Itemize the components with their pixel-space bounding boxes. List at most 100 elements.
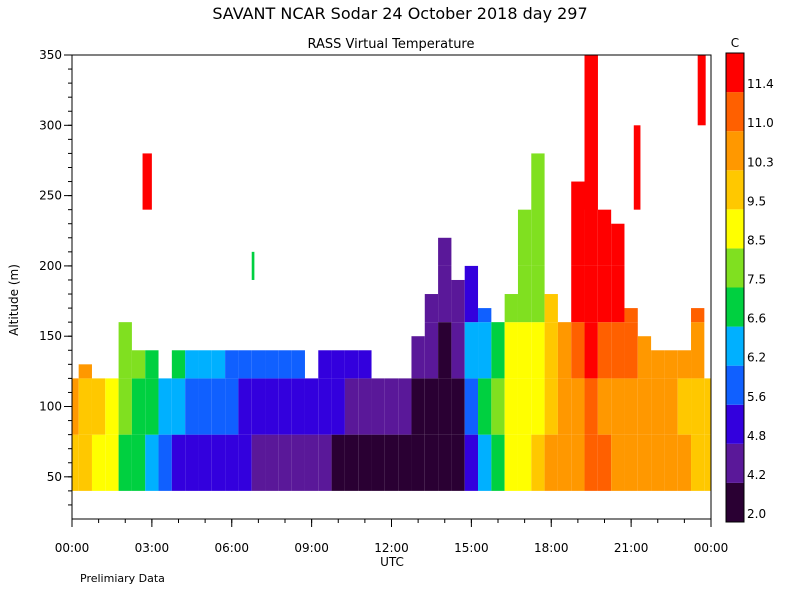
temperature-cell xyxy=(198,378,212,435)
temperature-cell xyxy=(171,350,186,379)
temperature-cell xyxy=(118,434,132,491)
temperature-cell xyxy=(637,336,652,379)
temperature-cell xyxy=(557,434,572,491)
chart-subtitle: RASS Virtual Temperature xyxy=(308,37,475,52)
temperature-cell xyxy=(517,434,532,491)
temperature-cell xyxy=(611,322,625,379)
colorbar-label: 5.6 xyxy=(747,390,766,404)
temperature-cell xyxy=(291,434,305,491)
temperature-cell xyxy=(211,378,226,435)
colorbar-swatch xyxy=(726,443,744,483)
x-tick-label: 15:00 xyxy=(454,541,489,555)
temperature-cell xyxy=(438,265,452,323)
temperature-cell xyxy=(544,294,558,323)
temperature-cell xyxy=(371,378,385,435)
temperature-cell xyxy=(225,350,239,379)
colorbar: 2.0 4.2 4.8 5.6 6.2 6.6 7.5 8.5 9.5 10.3 11.0 11.4 xyxy=(725,52,774,523)
x-tick-label: 09:00 xyxy=(294,541,329,555)
colorbar-swatch xyxy=(726,365,744,405)
temperature-cell xyxy=(584,434,598,491)
colorbar-label: 11.0 xyxy=(747,116,774,130)
temperature-cell xyxy=(131,378,146,435)
temperature-cell xyxy=(105,378,119,435)
temperature-cell xyxy=(145,350,159,379)
colorbar-label: 7.5 xyxy=(747,273,766,287)
temperature-cell xyxy=(171,434,186,491)
temperature-cell xyxy=(624,322,638,379)
temperature-cell xyxy=(384,434,399,491)
temperature-cell xyxy=(118,322,132,379)
temperature-cell xyxy=(318,434,332,491)
temperature-cell xyxy=(331,378,345,435)
temperature-cell xyxy=(358,378,372,435)
temperature-cell xyxy=(371,434,385,491)
temperature-cell xyxy=(451,434,465,491)
colorbar-label: 11.4 xyxy=(747,77,774,91)
temperature-cell xyxy=(691,434,705,491)
temperature-cell xyxy=(677,350,692,379)
temperature-cell xyxy=(584,265,598,323)
temperature-cell xyxy=(651,378,665,435)
temperature-cell xyxy=(691,378,705,435)
temperature-cell xyxy=(238,350,252,379)
temperature-patch xyxy=(697,55,706,126)
temperature-cell xyxy=(478,434,492,491)
x-axis-label: UTC xyxy=(380,555,404,569)
temperature-cell xyxy=(211,350,226,379)
temperature-cell xyxy=(544,322,558,379)
colorbar-swatch xyxy=(726,404,744,444)
temperature-patch xyxy=(633,125,641,210)
temperature-patch xyxy=(584,55,598,210)
temperature-cell xyxy=(491,434,505,491)
temperature-cell xyxy=(611,378,625,435)
temperature-cell xyxy=(291,350,305,379)
temperature-cell xyxy=(517,209,532,266)
temperature-cell xyxy=(597,434,612,491)
temperature-cell xyxy=(517,322,532,379)
colorbar-swatch xyxy=(726,482,744,522)
temperature-cell xyxy=(398,378,412,435)
temperature-cell xyxy=(291,378,305,435)
temperature-cell xyxy=(424,378,439,435)
temperature-cell xyxy=(424,434,439,491)
temperature-cell xyxy=(691,322,705,379)
temperature-cell xyxy=(78,434,92,491)
temperature-cell xyxy=(611,434,625,491)
colorbar-swatch xyxy=(726,53,744,93)
temperature-cell xyxy=(145,378,159,435)
chart-title: SAVANT NCAR Sodar 24 October 2018 day 29… xyxy=(212,4,587,23)
temperature-cell xyxy=(531,322,545,379)
temperature-cell xyxy=(198,434,212,491)
y-tick-label: 100 xyxy=(39,400,62,414)
colorbar-label: 4.2 xyxy=(747,468,766,482)
preliminary-data-note: Prelimiary Data xyxy=(80,572,165,585)
temperature-cell xyxy=(464,378,479,435)
temperature-cell xyxy=(384,378,399,435)
x-tick-label: 00:00 xyxy=(55,541,90,555)
temperature-cell xyxy=(451,378,465,435)
temperature-cell xyxy=(91,378,106,435)
temperature-cell xyxy=(198,350,212,379)
x-tick-label: 18:00 xyxy=(534,541,569,555)
temperature-cell xyxy=(464,265,479,323)
x-tick-label: 06:00 xyxy=(214,541,249,555)
temperature-cell xyxy=(238,434,252,491)
temperature-cell xyxy=(398,434,412,491)
colorbar-swatch xyxy=(726,170,744,210)
colorbar-label: 9.5 xyxy=(747,194,766,208)
temperature-cell xyxy=(571,181,585,266)
temperature-cell xyxy=(611,265,625,323)
temperature-cell xyxy=(72,434,79,491)
y-tick-label: 200 xyxy=(39,259,62,273)
colorbar-swatch xyxy=(726,248,744,288)
temperature-cell xyxy=(331,434,345,491)
temperature-cell xyxy=(704,434,711,491)
y-axis-label: Altitude (m) xyxy=(7,264,21,336)
temperature-cell xyxy=(358,434,372,491)
x-tick-label: 03:00 xyxy=(135,541,170,555)
temperature-cell xyxy=(464,322,479,379)
temperature-cell xyxy=(251,434,266,491)
temperature-cell xyxy=(91,434,106,491)
colorbar-swatch xyxy=(726,326,744,366)
colorbar-label: 6.2 xyxy=(747,351,766,365)
